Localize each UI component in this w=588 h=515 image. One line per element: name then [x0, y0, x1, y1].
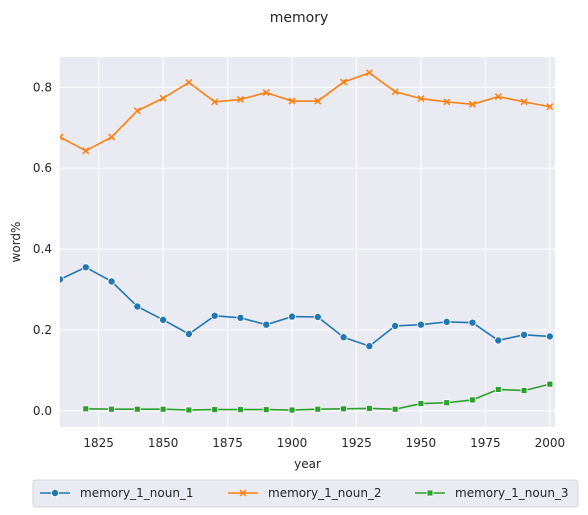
- data-point: [262, 406, 270, 414]
- data-point: [133, 405, 141, 413]
- legend-marker: [51, 488, 60, 497]
- data-point: [545, 332, 554, 341]
- data-point: [494, 336, 503, 345]
- data-point: [288, 312, 297, 321]
- series-1: [60, 263, 554, 351]
- chart-title: memory: [270, 10, 329, 26]
- series-line: [60, 266, 550, 347]
- data-point: [288, 97, 296, 105]
- data-point: [288, 406, 296, 414]
- series-3: [82, 380, 554, 414]
- series-line: [60, 71, 550, 152]
- data-point: [185, 78, 193, 87]
- data-point: [520, 330, 529, 339]
- legend: memory_1_noun_1 memory_1_noun_2 memory_1_n…: [32, 479, 579, 508]
- x-tick-label: 1825: [83, 436, 114, 450]
- y-axis-label: word%: [9, 222, 23, 263]
- data-point: [443, 399, 451, 407]
- series-layer: [60, 69, 554, 414]
- y-tick-label: 0.0: [33, 404, 52, 418]
- data-point: [494, 93, 502, 101]
- legend-label: memory_1_noun_2: [268, 486, 382, 500]
- data-point: [365, 342, 374, 351]
- data-point: [340, 405, 347, 413]
- data-point: [60, 133, 64, 141]
- x-axis-ticks: 1825 1850 1875 1900 1925 1950 1975 2000: [83, 436, 565, 450]
- data-point: [391, 405, 399, 413]
- data-point: [185, 406, 193, 414]
- data-point: [236, 313, 245, 322]
- data-point: [468, 318, 477, 327]
- x-tick-label: 1925: [341, 436, 372, 450]
- data-point: [133, 302, 142, 311]
- y-tick-label: 0.4: [33, 242, 52, 256]
- data-point: [262, 320, 271, 329]
- data-point: [416, 320, 425, 329]
- data-point: [237, 406, 244, 414]
- data-point: [391, 88, 399, 96]
- data-point: [417, 95, 425, 103]
- series-2: [60, 69, 554, 155]
- legend-marker: [426, 489, 434, 497]
- data-point: [442, 317, 451, 326]
- data-point: [108, 133, 116, 141]
- data-point: [469, 396, 476, 404]
- y-tick-label: 0.6: [33, 161, 52, 175]
- data-point: [365, 69, 373, 77]
- y-axis-ticks: 0.0 0.2 0.4 0.6 0.8: [33, 80, 52, 417]
- data-point: [314, 405, 322, 413]
- data-point: [494, 385, 502, 393]
- x-tick-label: 1875: [212, 436, 243, 450]
- data-point: [82, 405, 90, 413]
- legend-label: memory_1_noun_3: [455, 486, 569, 500]
- x-tick-label: 2000: [535, 436, 566, 450]
- data-point: [520, 98, 528, 106]
- data-point: [468, 100, 477, 108]
- data-point: [107, 277, 116, 286]
- data-point: [60, 275, 64, 284]
- data-point: [184, 329, 193, 338]
- y-tick-label: 0.2: [33, 323, 52, 337]
- data-point: [546, 380, 554, 388]
- data-point: [546, 103, 554, 111]
- data-point: [365, 404, 373, 412]
- x-tick-label: 1950: [406, 436, 437, 450]
- data-point: [108, 405, 115, 413]
- x-tick-label: 1900: [277, 436, 308, 450]
- data-point: [236, 95, 244, 103]
- data-point: [159, 94, 167, 102]
- legend-label: memory_1_noun_1: [80, 486, 194, 500]
- legend-box: [32, 479, 579, 508]
- legend-entry: memory_1_noun_3: [415, 486, 569, 500]
- data-point: [417, 400, 425, 407]
- data-point: [211, 98, 219, 106]
- data-point: [81, 263, 90, 272]
- data-point: [391, 321, 400, 330]
- data-point: [520, 387, 528, 395]
- data-point: [133, 107, 141, 115]
- data-point: [443, 98, 451, 106]
- data-point: [210, 311, 219, 320]
- data-point: [211, 406, 219, 414]
- data-point: [82, 147, 90, 155]
- plot-area: [60, 57, 555, 427]
- data-point: [262, 89, 270, 97]
- data-point: [159, 405, 167, 413]
- legend-entry: memory_1_noun_1: [40, 486, 194, 500]
- y-tick-label: 0.8: [33, 80, 52, 94]
- data-point: [340, 78, 348, 86]
- data-point: [313, 313, 322, 322]
- x-tick-label: 1975: [470, 436, 501, 450]
- legend-entry: memory_1_noun_2: [228, 486, 382, 500]
- legend-marker: [239, 489, 247, 497]
- x-axis-label: year: [294, 457, 321, 471]
- grid: [60, 57, 555, 427]
- x-tick-label: 1850: [148, 436, 179, 450]
- data-point: [159, 315, 168, 324]
- data-point: [314, 97, 322, 105]
- data-point: [339, 333, 348, 342]
